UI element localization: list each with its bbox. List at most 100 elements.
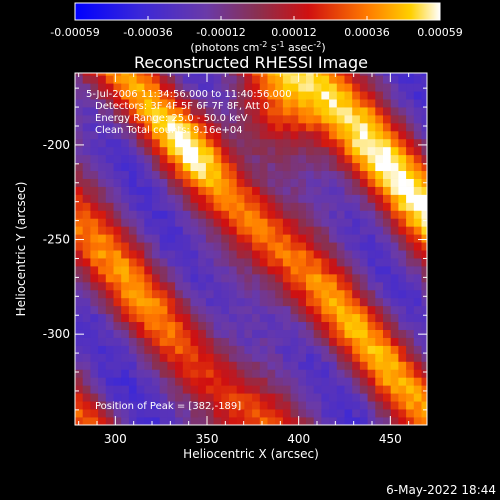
heatmap-cell [152, 194, 161, 203]
heatmap-cell [175, 91, 184, 100]
heatmap-cell [236, 313, 245, 323]
heatmap-cell [375, 297, 384, 307]
heatmap-cell [352, 162, 361, 172]
heatmap-cell [198, 281, 207, 291]
heatmap-cell [221, 234, 230, 243]
heatmap-cell [267, 289, 276, 299]
heatmap-cell [90, 345, 99, 354]
heatmap-cell [352, 353, 361, 362]
heatmap-cell [105, 91, 114, 100]
heatmap-cell [383, 194, 392, 203]
heatmap-cell [336, 242, 345, 251]
heatmap-cell [252, 73, 261, 76]
heatmap-cell [98, 401, 107, 410]
heatmap-cell [159, 242, 168, 251]
heatmap-cell [259, 242, 268, 251]
heatmap-cell [259, 138, 268, 148]
heatmap-cell [244, 234, 253, 243]
heatmap-cell [321, 138, 330, 148]
heatmap-cell [329, 297, 338, 307]
heatmap-cell [159, 83, 168, 92]
heatmap-cell [398, 218, 407, 227]
heatmap-cell [406, 258, 415, 267]
heatmap-cell [75, 266, 84, 275]
heatmap-cell [306, 353, 315, 362]
heatmap-cell [259, 393, 268, 402]
heatmap-cell [413, 130, 422, 140]
heatmap-cell [367, 369, 376, 378]
heatmap-cell [298, 242, 307, 251]
heatmap-cell [336, 385, 345, 394]
heatmap-cell [90, 75, 99, 84]
heatmap-cell [121, 313, 130, 323]
heatmap-cell [282, 321, 292, 330]
chart-title: Reconstructed RHESSI Image [134, 53, 368, 72]
heatmap-cell [182, 138, 191, 148]
heatmap-cell [421, 218, 427, 227]
heatmap-cell [252, 202, 261, 211]
heatmap-cell [290, 162, 299, 172]
heatmap-cell [236, 250, 245, 259]
heatmap-cell [75, 273, 84, 283]
heatmap-cell [244, 393, 253, 402]
heatmap-cell [313, 130, 322, 140]
heatmap-cell [159, 162, 168, 172]
heatmap-cell [144, 107, 153, 116]
heatmap-cell [167, 202, 176, 211]
heatmap-cell [413, 83, 422, 92]
heatmap-cell [398, 305, 407, 315]
heatmap-cell [229, 75, 238, 84]
heatmap-cell [82, 99, 91, 108]
heatmap-cell [298, 417, 307, 425]
heatmap-cell [259, 258, 268, 267]
heatmap-cell [359, 329, 369, 338]
heatmap-cell [136, 242, 145, 251]
heatmap-cell [244, 226, 253, 235]
heatmap-cell [406, 281, 415, 291]
heatmap-cell [75, 297, 84, 307]
heatmap-cell [190, 170, 199, 179]
heatmap-cell [306, 186, 315, 195]
heatmap-cell [329, 83, 338, 92]
heatmap-cell [321, 313, 330, 323]
heatmap-cell [344, 91, 353, 100]
heatmap-cell [82, 154, 91, 164]
heatmap-cell [252, 99, 261, 108]
heatmap-cell [75, 409, 84, 418]
heatmap-cell [213, 273, 222, 283]
heatmap-cell [221, 345, 230, 354]
heatmap-cell [136, 73, 145, 76]
heatmap-cell [190, 409, 199, 418]
heatmap-cell [252, 178, 261, 187]
heatmap-cell [390, 130, 399, 140]
heatmap-cell [105, 162, 114, 172]
heatmap-cell [290, 258, 299, 267]
heatmap-cell [182, 226, 191, 235]
heatmap-cell [213, 186, 222, 195]
heatmap-cell [75, 130, 84, 140]
heatmap-cell [105, 202, 114, 211]
heatmap-cell [275, 313, 284, 323]
heatmap-cell [144, 130, 153, 140]
heatmap-cell [344, 234, 353, 243]
heatmap-cell [128, 146, 138, 156]
heatmap-cell [367, 99, 376, 108]
heatmap-cell [128, 329, 138, 338]
heatmap-cell [375, 337, 384, 346]
heatmap-cell [121, 210, 130, 219]
heatmap-cell [375, 273, 384, 283]
heatmap-cell [375, 329, 384, 338]
heatmap-cell [267, 377, 276, 386]
heatmap-cell [252, 107, 261, 116]
heatmap-cell [383, 170, 392, 179]
heatmap-cell [290, 353, 299, 362]
heatmap-cell [244, 313, 253, 323]
heatmap-cell [383, 210, 392, 219]
heatmap-cell [306, 210, 315, 219]
heatmap-cell [236, 305, 245, 315]
heatmap-cell [306, 345, 315, 354]
heatmap-cell [244, 266, 253, 275]
heatmap-cell [159, 170, 168, 179]
heatmap-cell [259, 122, 268, 132]
heatmap-cell [136, 401, 145, 410]
